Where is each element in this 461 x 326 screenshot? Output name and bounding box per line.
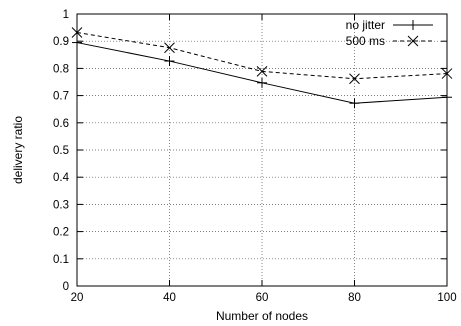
- cross-marker-b: [256, 66, 268, 77]
- series: [71, 27, 453, 109]
- y-tick-label: 0.6: [53, 118, 69, 130]
- x-tick-label: 80: [348, 292, 361, 304]
- ticks: 0 0.1 0.2 0.3 0.4 0.5 0.6 0.7 0.8 0.9 1 20 40 60 80 100: [53, 9, 457, 304]
- data-point-no-jitter: [257, 77, 267, 88]
- data-point-500-ms: [256, 66, 268, 77]
- y-axis-title: delivery ratio: [11, 116, 25, 184]
- data-point-no-jitter: [349, 98, 360, 109]
- legend-label: no jitter: [346, 18, 385, 32]
- y-tick-label: 1: [63, 9, 69, 21]
- x-tick-label: 40: [163, 292, 176, 304]
- y-tick-label: 0.9: [53, 36, 69, 48]
- legend-marker: [407, 35, 419, 47]
- y-tick-label: 0.1: [53, 254, 69, 266]
- x-tick-label: 20: [71, 292, 84, 304]
- data-point-no-jitter: [164, 56, 175, 67]
- x-tick-label: 60: [256, 292, 269, 304]
- y-tick-label: 0.3: [53, 199, 69, 211]
- y-tick-label: 0.4: [53, 172, 70, 184]
- data-point-500-ms: [349, 73, 360, 85]
- data-point-500-ms: [164, 42, 175, 54]
- y-tick-label: 0.5: [53, 145, 69, 157]
- y-tick-label: 0.7: [53, 91, 69, 103]
- legend-marker: [408, 20, 418, 30]
- x-tick-label: 100: [437, 292, 456, 304]
- y-tick-label: 0.2: [53, 227, 69, 239]
- cross-marker-b: [407, 35, 419, 47]
- legend: no jitter 500 ms: [346, 18, 433, 48]
- grid: [77, 14, 447, 286]
- legend-label: 500 ms: [346, 34, 385, 48]
- x-axis-title: Number of nodes: [216, 309, 308, 323]
- series-no-jitter: [72, 37, 452, 109]
- cross-marker-b: [349, 73, 360, 85]
- y-tick-label: 0.8: [53, 63, 69, 75]
- series-line-no-jitter: [76, 42, 448, 104]
- legend-entry-500-ms: 500 ms: [346, 34, 433, 48]
- legend-entry-no-jitter: no jitter: [346, 18, 433, 32]
- y-tick-label: 0: [63, 281, 69, 293]
- cross-marker-b: [164, 42, 175, 54]
